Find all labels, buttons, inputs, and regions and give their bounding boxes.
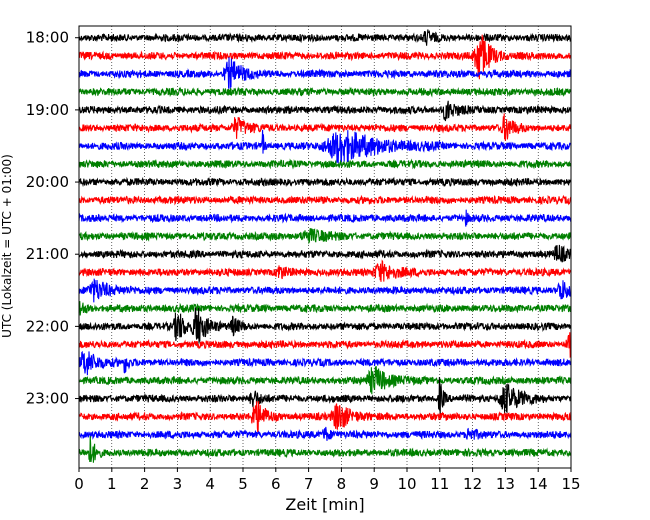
y-tick-label: 21:00 — [26, 245, 69, 263]
x-tick-label: 10 — [397, 475, 416, 493]
trace-line — [78, 377, 572, 415]
x-tick-label: 15 — [561, 475, 580, 493]
trace-line — [78, 307, 572, 344]
x-tick-label: 5 — [238, 475, 248, 493]
trace-line — [78, 426, 572, 441]
trace-line — [78, 366, 572, 395]
x-tick-label: 1 — [107, 475, 117, 493]
x-tick-label: 14 — [529, 475, 548, 493]
y-tick-label: 20:00 — [26, 173, 69, 191]
x-tick-label: 12 — [463, 475, 482, 493]
y-tick-label: 23:00 — [26, 390, 69, 408]
trace-line — [78, 350, 572, 376]
trace-line — [78, 129, 572, 164]
trace-line — [78, 194, 572, 206]
y-tick-label: 19:00 — [26, 101, 69, 119]
y-tick-label: 18:00 — [26, 29, 69, 47]
trace-line — [78, 34, 572, 80]
x-tick-label: 4 — [205, 475, 215, 493]
trace-line — [78, 86, 572, 98]
x-tick-label: 0 — [74, 475, 84, 493]
x-tick-label: 3 — [173, 475, 183, 493]
x-axis: 0 1 2 3 4 5 6 7 8 9 10 11 12 13 14 15 — [74, 468, 581, 493]
trace-line — [78, 158, 572, 170]
y-axis: 18:00 19:00 20:00 21:00 22:00 23:00 — [26, 29, 79, 408]
trace-line — [78, 227, 572, 245]
trace-line — [78, 244, 572, 263]
trace-line — [78, 113, 572, 141]
plot-frame — [78, 25, 572, 469]
x-tick-label: 13 — [496, 475, 515, 493]
trace-line — [78, 259, 572, 282]
trace-line — [78, 436, 572, 463]
x-tick-label: 9 — [369, 475, 379, 493]
trace-line — [78, 278, 572, 303]
trace-line — [78, 209, 572, 227]
x-tick-label: 7 — [304, 475, 314, 493]
trace-line — [78, 57, 572, 89]
x-axis-label: Zeit [min] — [285, 495, 364, 514]
x-tick-label: 6 — [271, 475, 281, 493]
trace-line — [78, 332, 572, 358]
x-tick-label: 11 — [430, 475, 449, 493]
trace-line — [78, 301, 572, 316]
x-tick-label: 2 — [140, 475, 150, 493]
y-axis-label: UTC (Lokalzeit = UTC + 01:00) — [0, 154, 14, 338]
x-tick-label: 8 — [337, 475, 347, 493]
trace-line — [78, 100, 572, 122]
trace-line — [78, 176, 572, 188]
trace-group — [78, 29, 572, 463]
trace-line — [78, 29, 572, 46]
trace-line — [78, 401, 572, 433]
y-tick-label: 22:00 — [26, 317, 69, 335]
